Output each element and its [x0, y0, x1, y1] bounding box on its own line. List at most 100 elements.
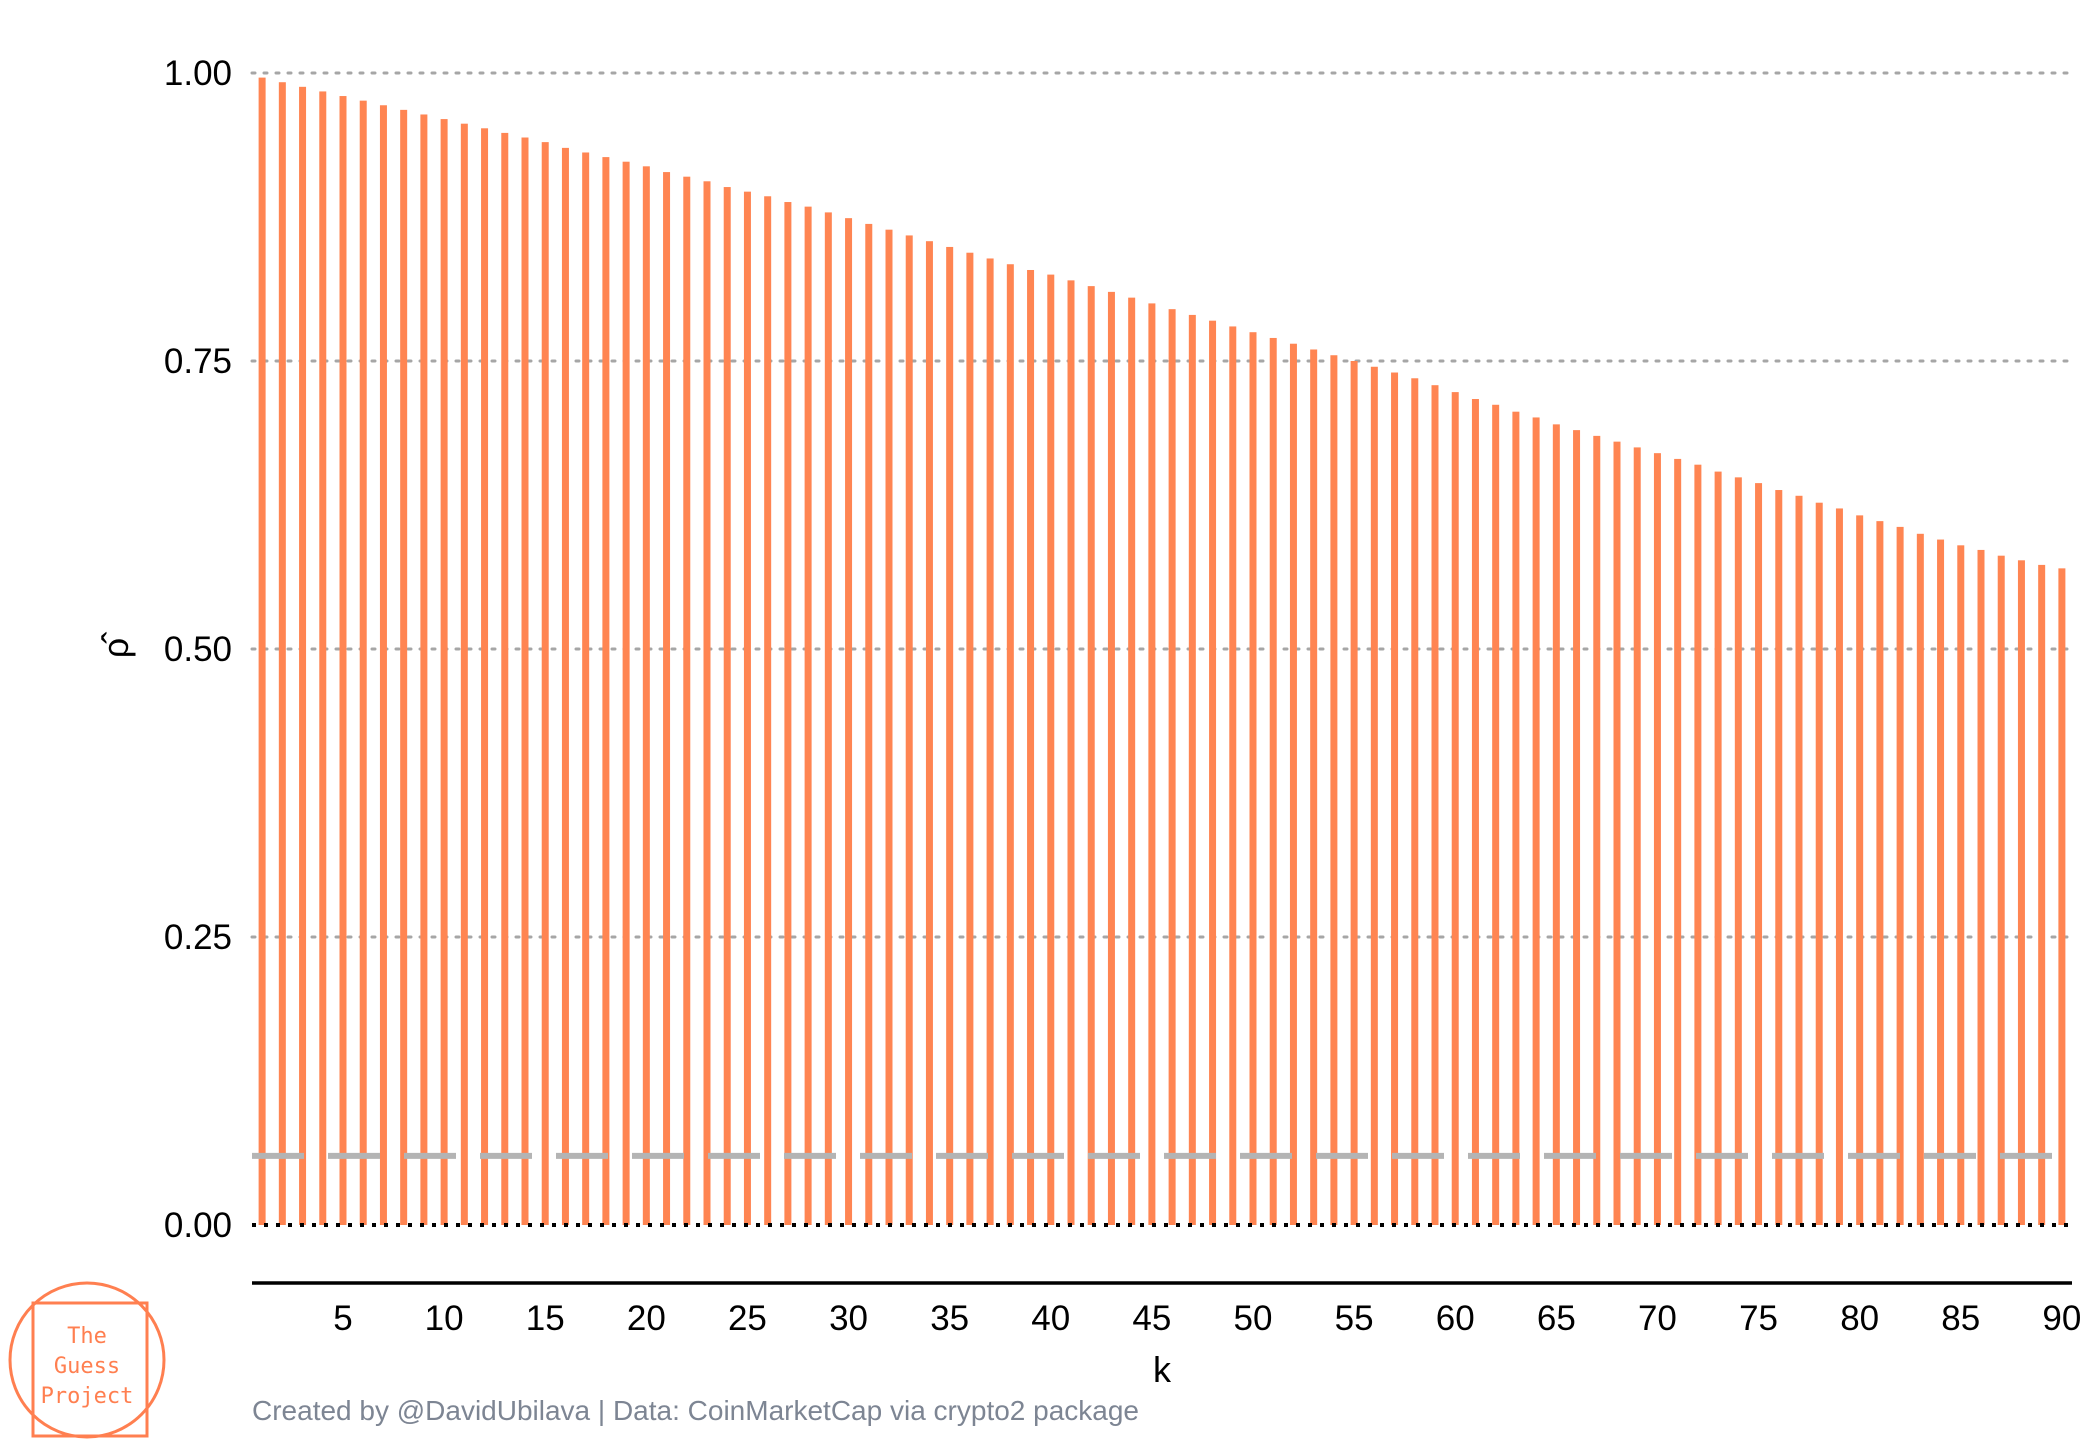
bar-lag-14	[521, 137, 529, 1226]
bar-lag-87	[1997, 555, 2005, 1225]
bar-lag-21	[663, 172, 671, 1225]
y-tick-label: 0.75	[164, 342, 232, 381]
x-tick-label: 85	[1941, 1299, 1980, 1338]
bar-lag-42	[1087, 286, 1095, 1225]
bar-lag-68	[1613, 441, 1621, 1225]
bar-lag-40	[1047, 274, 1055, 1226]
bar-lag-75	[1755, 483, 1763, 1225]
x-tick-label: 55	[1335, 1299, 1374, 1338]
gridlines	[250, 71, 2074, 939]
bar-lag-8	[400, 109, 408, 1225]
bars	[258, 77, 2066, 1226]
bar-lag-36	[966, 252, 974, 1225]
bar-lag-70	[1653, 453, 1661, 1225]
logo-line-2: Guess	[54, 1354, 120, 1379]
bar-lag-43	[1107, 291, 1115, 1225]
bar-lag-71	[1674, 458, 1682, 1225]
bar-lag-31	[865, 223, 873, 1226]
bar-lag-10	[440, 119, 448, 1226]
bar-lag-11	[460, 123, 468, 1226]
bar-lag-5	[339, 96, 347, 1225]
bar-lag-48	[1209, 320, 1217, 1225]
bar-lag-72	[1694, 464, 1702, 1225]
x-tick-label: 65	[1537, 1299, 1576, 1338]
bar-lag-79	[1835, 508, 1843, 1225]
bar-lag-59	[1431, 385, 1439, 1225]
x-tick-label: 40	[1031, 1299, 1070, 1338]
x-tick-label: 80	[1840, 1299, 1879, 1338]
logo-line-3: Project	[41, 1384, 134, 1409]
bar-lag-25	[743, 191, 751, 1225]
bar-lag-35	[946, 246, 954, 1225]
y-tick-label: 0.25	[164, 918, 232, 957]
bar-lag-54	[1330, 355, 1338, 1225]
bar-lag-2	[278, 82, 286, 1225]
bar-lag-53	[1310, 349, 1318, 1226]
bar-lag-78	[1815, 502, 1823, 1225]
bar-lag-44	[1128, 297, 1136, 1225]
the-guess-project-logo: The Guess Project	[8, 1281, 166, 1439]
bar-lag-83	[1916, 533, 1924, 1225]
bar-lag-20	[642, 166, 650, 1225]
bar-lag-33	[905, 235, 913, 1225]
bar-lag-19	[622, 161, 630, 1226]
x-tick-label: 30	[829, 1299, 868, 1338]
bar-lag-69	[1633, 447, 1641, 1225]
bar-lag-89	[2038, 564, 2046, 1225]
bar-lag-30	[845, 218, 853, 1226]
reference-lines	[252, 1152, 2072, 1227]
bar-lag-64	[1532, 417, 1540, 1225]
bar-lag-3	[299, 86, 307, 1226]
bar-lag-49	[1229, 326, 1237, 1225]
bar-lag-46	[1168, 309, 1176, 1225]
bar-lag-66	[1573, 430, 1581, 1225]
bar-lag-62	[1492, 404, 1500, 1225]
bar-lag-81	[1876, 521, 1884, 1225]
caption: Created by @DavidUbilava | Data: CoinMar…	[252, 1395, 1139, 1426]
bar-lag-88	[2017, 560, 2025, 1225]
bar-lag-18	[602, 157, 610, 1226]
x-tick-label: 15	[526, 1299, 565, 1338]
bar-lag-77	[1795, 495, 1803, 1225]
bar-lag-29	[824, 212, 832, 1226]
bar-lag-58	[1411, 378, 1419, 1225]
bar-lag-51	[1269, 337, 1277, 1226]
bar-lag-17	[582, 152, 590, 1225]
bar-lag-7	[379, 105, 387, 1226]
bar-lag-80	[1856, 515, 1864, 1225]
bar-lag-1	[258, 77, 266, 1225]
x-tick-label: 90	[2042, 1299, 2080, 1338]
bar-lag-52	[1289, 343, 1297, 1226]
bar-lag-9	[420, 114, 428, 1225]
bar-lag-56	[1370, 366, 1378, 1225]
bar-lag-60	[1451, 392, 1459, 1225]
bar-lag-55	[1350, 361, 1358, 1225]
bar-lag-13	[501, 132, 509, 1225]
bar-lag-4	[319, 91, 327, 1225]
bar-lag-65	[1552, 424, 1560, 1225]
x-tick-label: 5	[333, 1299, 352, 1338]
x-tick-label: 10	[425, 1299, 464, 1338]
bar-lag-57	[1391, 372, 1399, 1225]
bar-lag-12	[481, 128, 489, 1225]
bar-lag-15	[541, 142, 549, 1225]
bar-lag-6	[359, 100, 367, 1226]
bar-lag-32	[885, 229, 893, 1225]
x-tick-label: 45	[1132, 1299, 1171, 1338]
bar-lag-45	[1148, 303, 1156, 1225]
y-tick-labels: 0.00 0.25 0.50 0.75 1.00	[164, 54, 232, 1245]
bar-lag-67	[1593, 435, 1601, 1225]
x-tick-labels: 5 10 15 20 25 30 35 40 45 50 55 60 65 70 75 80 85 90	[333, 1299, 2080, 1338]
x-tick-label: 50	[1234, 1299, 1273, 1338]
x-tick-label: 20	[627, 1299, 666, 1338]
bar-lag-39	[1027, 269, 1035, 1225]
bar-lag-82	[1896, 526, 1904, 1225]
bar-lag-90	[2058, 568, 2066, 1225]
bar-lag-47	[1188, 314, 1196, 1225]
y-tick-label: 0.50	[164, 630, 232, 669]
x-tick-label: 75	[1739, 1299, 1778, 1338]
bar-lag-28	[804, 206, 812, 1225]
y-axis-title: ρ̂	[95, 632, 136, 658]
bar-lag-23	[703, 181, 711, 1226]
